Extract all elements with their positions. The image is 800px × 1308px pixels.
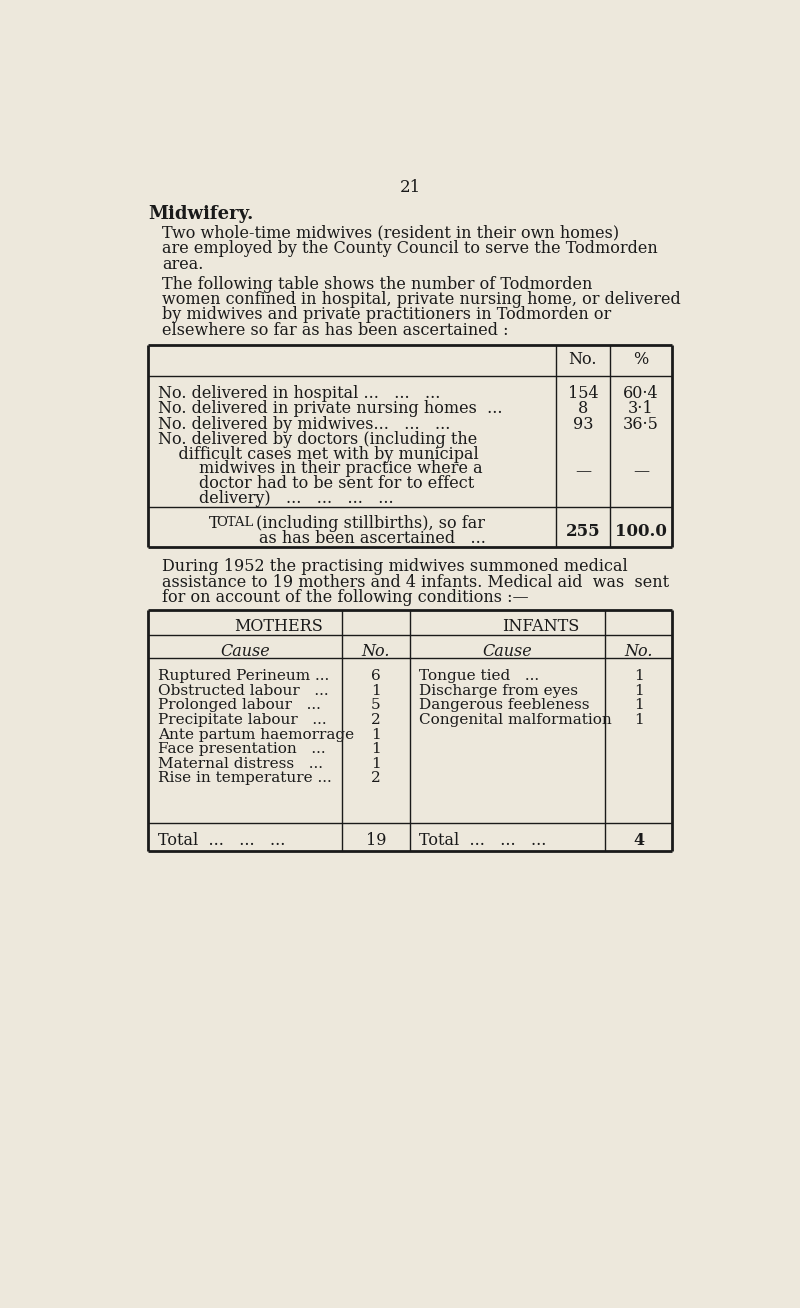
Text: —: —: [633, 463, 649, 480]
Text: The following table shows the number of Todmorden: The following table shows the number of …: [162, 276, 592, 293]
Text: T: T: [209, 515, 219, 532]
Text: difficult cases met with by municipal: difficult cases met with by municipal: [158, 446, 479, 463]
Text: women confined in hospital, private nursing home, or delivered: women confined in hospital, private nurs…: [162, 290, 681, 307]
Text: assistance to 19 mothers and 4 infants. Medical aid  was  sent: assistance to 19 mothers and 4 infants. …: [162, 573, 669, 590]
Text: MOTHERS: MOTHERS: [234, 619, 323, 636]
Text: 8: 8: [578, 400, 588, 417]
Text: Dangerous feebleness: Dangerous feebleness: [419, 698, 590, 713]
Text: OTAL: OTAL: [216, 515, 254, 528]
Text: 3·1: 3·1: [628, 400, 654, 417]
Text: No.: No.: [624, 642, 653, 659]
Text: Precipitate labour   ...: Precipitate labour ...: [158, 713, 326, 727]
Text: 2: 2: [371, 772, 381, 785]
Text: %: %: [634, 351, 649, 368]
Text: Two whole-time midwives (resident in their own homes): Two whole-time midwives (resident in the…: [162, 225, 619, 242]
Text: Face presentation   ...: Face presentation ...: [158, 742, 326, 756]
Text: are employed by the County Council to serve the Todmorden: are employed by the County Council to se…: [162, 241, 658, 258]
Text: No. delivered in private nursing homes  ...: No. delivered in private nursing homes .…: [158, 400, 502, 417]
Text: 6: 6: [371, 668, 381, 683]
Text: midwives in their practice where a: midwives in their practice where a: [158, 460, 482, 477]
Text: 2: 2: [371, 713, 381, 727]
Text: area.: area.: [162, 255, 203, 272]
Text: by midwives and private practitioners in Todmorden or: by midwives and private practitioners in…: [162, 306, 611, 323]
Text: 154: 154: [567, 385, 598, 402]
Text: INFANTS: INFANTS: [502, 619, 579, 636]
Text: Obstructed labour   ...: Obstructed labour ...: [158, 684, 329, 697]
Text: No.: No.: [569, 351, 597, 368]
Text: 1: 1: [634, 713, 643, 727]
Text: 1: 1: [634, 698, 643, 713]
Text: elsewhere so far as has been ascertained :: elsewhere so far as has been ascertained…: [162, 322, 509, 339]
Text: 5: 5: [371, 698, 381, 713]
Text: 1: 1: [634, 668, 643, 683]
Text: Midwifery.: Midwifery.: [148, 204, 254, 222]
Text: Maternal distress   ...: Maternal distress ...: [158, 757, 323, 770]
Text: No. delivered by midwives...   ...   ...: No. delivered by midwives... ... ...: [158, 416, 450, 433]
Text: 1: 1: [371, 757, 381, 770]
Text: 100.0: 100.0: [615, 523, 667, 540]
Text: Congenital malformation: Congenital malformation: [419, 713, 612, 727]
Text: 19: 19: [366, 832, 386, 849]
Text: No. delivered in hospital ...   ...   ...: No. delivered in hospital ... ... ...: [158, 385, 441, 402]
Text: No. delivered by doctors (including the: No. delivered by doctors (including the: [158, 432, 478, 449]
Text: Discharge from eyes: Discharge from eyes: [419, 684, 578, 697]
Text: No.: No.: [362, 642, 390, 659]
Text: 93: 93: [573, 416, 593, 433]
Text: 1: 1: [634, 684, 643, 697]
Text: 1: 1: [371, 742, 381, 756]
Text: Ruptured Perineum ...: Ruptured Perineum ...: [158, 668, 330, 683]
Text: 1: 1: [371, 727, 381, 742]
Text: 36·5: 36·5: [623, 416, 659, 433]
Text: Total  ...   ...   ...: Total ... ... ...: [419, 832, 546, 849]
Text: 21: 21: [399, 178, 421, 195]
Text: doctor had to be sent for to effect: doctor had to be sent for to effect: [158, 475, 474, 492]
Text: 4: 4: [633, 832, 644, 849]
Text: Cause: Cause: [482, 642, 533, 659]
Text: Ante partum haemorrage: Ante partum haemorrage: [158, 727, 354, 742]
Text: —: —: [574, 463, 591, 480]
Text: as has been ascertained   ...: as has been ascertained ...: [259, 531, 486, 548]
Text: Total  ...   ...   ...: Total ... ... ...: [158, 832, 286, 849]
Text: delivery)   ...   ...   ...   ...: delivery) ... ... ... ...: [158, 489, 394, 506]
Text: 255: 255: [566, 523, 600, 540]
Text: Prolonged labour   ...: Prolonged labour ...: [158, 698, 321, 713]
Text: Tongue tied   ...: Tongue tied ...: [419, 668, 539, 683]
Text: Rise in temperature ...: Rise in temperature ...: [158, 772, 332, 785]
Text: (including stillbirths), so far: (including stillbirths), so far: [251, 515, 485, 532]
Text: for on account of the following conditions :—: for on account of the following conditio…: [162, 589, 529, 606]
Text: 1: 1: [371, 684, 381, 697]
Text: Cause: Cause: [220, 642, 270, 659]
Text: During 1952 the practising midwives summoned medical: During 1952 the practising midwives summ…: [162, 559, 628, 576]
Text: 60·4: 60·4: [623, 385, 658, 402]
